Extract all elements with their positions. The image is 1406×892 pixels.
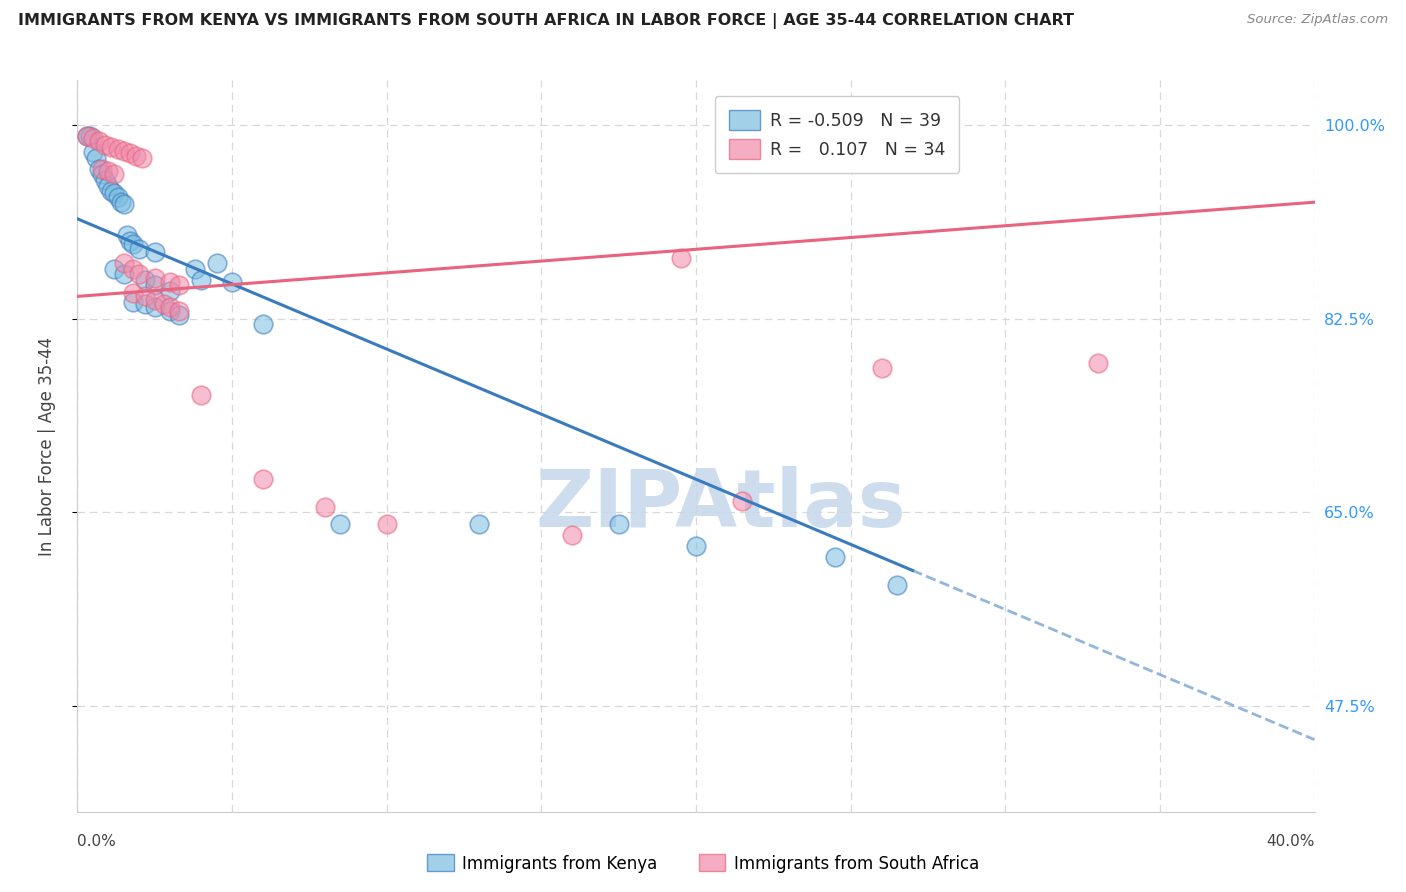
Point — [103, 186, 125, 201]
Text: 40.0%: 40.0% — [1267, 834, 1315, 849]
Point — [82, 145, 104, 160]
Point — [143, 278, 166, 293]
Point — [97, 164, 120, 178]
Point — [122, 294, 145, 309]
Point — [252, 472, 274, 486]
Point — [205, 256, 228, 270]
Point — [76, 128, 98, 143]
Point — [112, 197, 135, 211]
Point — [468, 516, 491, 531]
Point — [100, 140, 122, 154]
Point — [118, 234, 141, 248]
Point — [112, 267, 135, 281]
Point — [190, 273, 212, 287]
Point — [669, 251, 692, 265]
Point — [79, 128, 101, 143]
Point — [190, 388, 212, 402]
Point — [824, 549, 846, 564]
Point — [122, 237, 145, 252]
Legend: R = -0.509   N = 39, R =   0.107   N = 34: R = -0.509 N = 39, R = 0.107 N = 34 — [714, 96, 959, 173]
Point — [76, 128, 98, 143]
Point — [94, 173, 117, 187]
Point — [561, 527, 583, 541]
Point — [159, 275, 181, 289]
Point — [122, 261, 145, 276]
Point — [115, 228, 138, 243]
Point — [128, 242, 150, 256]
Point — [169, 303, 191, 318]
Point — [118, 146, 141, 161]
Text: Source: ZipAtlas.com: Source: ZipAtlas.com — [1247, 13, 1388, 27]
Point — [143, 245, 166, 260]
Point — [107, 189, 129, 203]
Point — [221, 275, 243, 289]
Point — [314, 500, 336, 514]
Point — [94, 137, 117, 152]
Point — [125, 148, 148, 162]
Point — [110, 195, 132, 210]
Point — [184, 261, 207, 276]
Point — [112, 256, 135, 270]
Point — [169, 308, 191, 322]
Point — [329, 516, 352, 531]
Point — [153, 297, 176, 311]
Point — [84, 151, 107, 165]
Point — [870, 361, 893, 376]
Point — [159, 303, 181, 318]
Point — [112, 145, 135, 159]
Point — [607, 516, 630, 531]
Legend: Immigrants from Kenya, Immigrants from South Africa: Immigrants from Kenya, Immigrants from S… — [420, 847, 986, 880]
Point — [103, 168, 125, 182]
Point — [134, 273, 156, 287]
Point — [731, 494, 754, 508]
Point — [103, 261, 125, 276]
Point — [107, 142, 129, 156]
Point — [134, 297, 156, 311]
Point — [87, 134, 110, 148]
Point — [143, 301, 166, 315]
Point — [375, 516, 398, 531]
Text: ZIPAtlas: ZIPAtlas — [536, 466, 905, 543]
Point — [87, 161, 110, 176]
Point — [128, 267, 150, 281]
Point — [134, 289, 156, 303]
Point — [886, 577, 908, 591]
Point — [685, 539, 707, 553]
Point — [82, 131, 104, 145]
Text: 0.0%: 0.0% — [77, 834, 117, 849]
Point — [97, 178, 120, 193]
Point — [143, 293, 166, 307]
Point — [122, 286, 145, 301]
Point — [91, 161, 114, 176]
Point — [159, 301, 181, 315]
Point — [169, 278, 191, 293]
Point — [100, 184, 122, 198]
Point — [252, 317, 274, 331]
Point — [1087, 356, 1109, 370]
Point — [159, 284, 181, 298]
Point — [91, 168, 114, 182]
Point — [131, 151, 153, 165]
Text: IMMIGRANTS FROM KENYA VS IMMIGRANTS FROM SOUTH AFRICA IN LABOR FORCE | AGE 35-44: IMMIGRANTS FROM KENYA VS IMMIGRANTS FROM… — [18, 13, 1074, 29]
Point — [143, 270, 166, 285]
Y-axis label: In Labor Force | Age 35-44: In Labor Force | Age 35-44 — [38, 336, 56, 556]
